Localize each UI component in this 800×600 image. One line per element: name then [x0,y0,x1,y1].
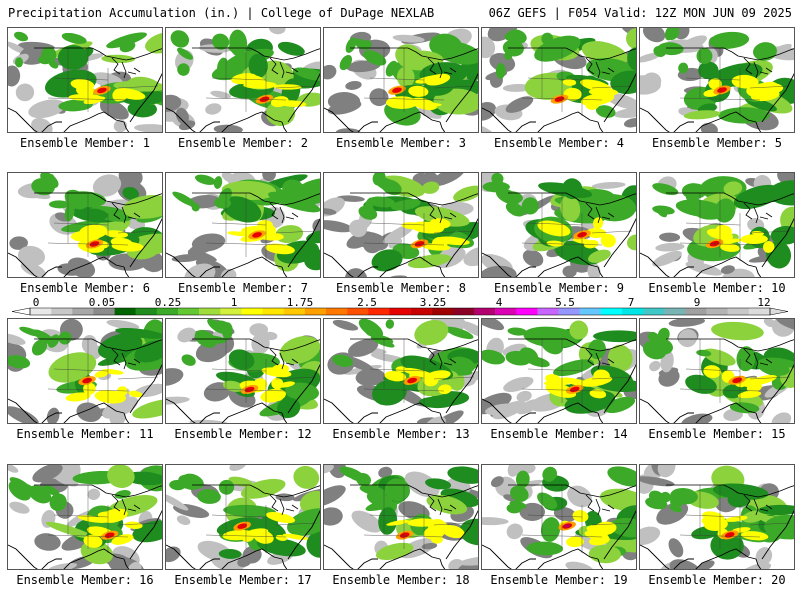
member-label: Ensemble Member: 17 [174,573,312,587]
colorbar-bin [178,308,200,315]
ensemble-member-map [323,318,479,424]
member-label: Ensemble Member: 6 [19,281,151,295]
ensemble-member-map [481,172,637,278]
colorbar-bin [326,308,348,315]
colorbar-bin [389,308,411,315]
colorbar-tick-label: 12 [757,296,771,309]
member-label: Ensemble Member: 14 [490,427,628,441]
member-label: Ensemble Member: 4 [493,136,625,150]
member-label: Ensemble Member: 11 [16,427,154,441]
colorbar-tick-label: 2.5 [357,296,377,309]
ensemble-member-map [7,318,163,424]
ensemble-member-map [7,27,163,133]
colorbar-bin [748,308,771,315]
ensemble-member-map [639,318,795,424]
chart-title: Precipitation Accumulation (in.) | Colle… [8,6,435,20]
member-label: Ensemble Member: 1 [19,136,151,150]
member-label: Ensemble Member: 3 [335,136,467,150]
ensemble-member-map [323,27,479,133]
ensemble-member-map [7,172,163,278]
colorbar-bin [664,308,686,315]
colorbar-bin [431,308,454,315]
colorbar-tick-label: 1.75 [286,296,314,309]
member-label: Ensemble Member: 16 [16,573,154,587]
colorbar-bin [156,308,179,315]
member-label: Ensemble Member: 13 [332,427,470,441]
colorbar-bin [410,308,432,315]
colorbar-bin [135,308,158,315]
colorbar-bin [600,308,623,315]
ensemble-member-map [323,464,479,570]
colorbar-bin [220,308,242,315]
colorbar-bin [727,308,750,315]
member-label: Ensemble Member: 8 [335,281,467,295]
colorbar-bin [516,308,538,315]
colorbar-tick-label: 0.05 [88,296,116,309]
colorbar-bin [622,308,644,315]
ensemble-member-map [639,27,795,133]
colorbar-bin [474,308,496,315]
colorbar-bin [685,308,707,315]
colorbar-tick-label: 1 [230,296,238,309]
colorbar-tick-label: 4 [495,296,503,309]
colorbar-bin [199,308,221,315]
member-label: Ensemble Member: 7 [177,281,309,295]
colorbar-bin [347,308,369,315]
member-label: Ensemble Member: 10 [648,281,786,295]
colorbar-tick-label: 0 [32,296,40,309]
colorbar-tick-label: 5.5 [555,296,575,309]
colorbar-bin [51,308,73,315]
member-label: Ensemble Member: 18 [332,573,470,587]
colorbar-tick-label: 0.25 [154,296,182,309]
colorbar-bin [304,308,327,315]
member-label: Ensemble Member: 15 [648,427,786,441]
ensemble-member-map [481,318,637,424]
colorbar-bin [452,308,475,315]
member-label: Ensemble Member: 5 [651,136,783,150]
ensemble-member-map [165,318,321,424]
ensemble-member-map [639,464,795,570]
member-label: Ensemble Member: 2 [177,136,309,150]
ensemble-member-map [165,172,321,278]
colorbar-bin [558,308,580,315]
member-label: Ensemble Member: 19 [490,573,628,587]
colorbar-bin [368,308,390,315]
precipitation-colorbar [11,307,789,316]
colorbar-bin [72,308,94,315]
colorbar-bin [30,308,52,315]
colorbar-tick-label: 7 [627,296,635,309]
member-label: Ensemble Member: 20 [648,573,786,587]
ensemble-member-map [323,172,479,278]
ensemble-member-map [165,464,321,570]
ensemble-member-map [639,172,795,278]
colorbar-tick-label: 9 [693,296,701,309]
colorbar-bin [706,308,728,315]
colorbar-bin [262,308,284,315]
member-label: Ensemble Member: 12 [174,427,312,441]
colorbar-bin [241,308,263,315]
colorbar-bin [93,308,115,315]
colorbar-bin [579,308,602,315]
ensemble-member-map [481,27,637,133]
ensemble-member-map [7,464,163,570]
colorbar-bin [537,308,559,315]
colorbar-bin [114,308,136,315]
colorbar-bin [643,308,665,315]
colorbar-bin [495,308,517,315]
colorbar-tick-label: 3.25 [419,296,447,309]
ensemble-member-map [165,27,321,133]
colorbar-bin [283,308,306,315]
ensemble-member-map [481,464,637,570]
valid-time: 06Z GEFS | F054 Valid: 12Z MON JUN 09 20… [488,6,792,20]
member-label: Ensemble Member: 9 [493,281,625,295]
